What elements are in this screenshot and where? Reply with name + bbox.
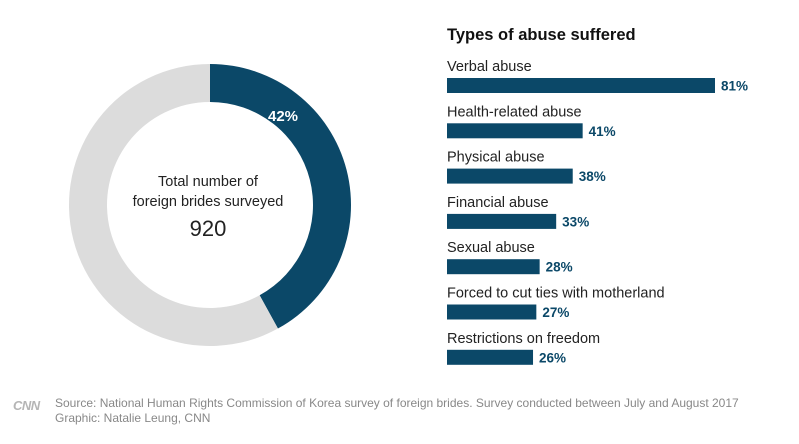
bar-value-label: 41% <box>589 124 616 139</box>
bar-value-label: 27% <box>542 305 569 320</box>
donut-center-value: 920 <box>189 216 227 241</box>
source-text: Source: National Human Rights Commission… <box>55 396 739 410</box>
bar <box>447 123 583 139</box>
bar-value-label: 38% <box>579 169 606 184</box>
credit-text: Graphic: Natalie Leung, CNN <box>55 411 211 425</box>
bar-chart-title: Types of abuse suffered <box>447 26 636 44</box>
bar <box>447 259 540 275</box>
bar-category-label: Forced to cut ties with motherland <box>447 286 665 302</box>
donut-slice-label: 42% <box>268 108 298 125</box>
bar-value-label: 26% <box>539 350 566 365</box>
bar <box>447 78 715 93</box>
bar-category-label: Financial abuse <box>447 195 549 211</box>
bar-value-label: 28% <box>546 260 573 275</box>
bar-category-label: Sexual abuse <box>447 240 535 256</box>
donut-slice-0 <box>210 64 351 329</box>
bar-value-label: 81% <box>721 79 748 94</box>
bar <box>447 213 557 229</box>
cnn-logo: CNN <box>13 398 40 413</box>
donut-center-label-line2: foreign brides surveyed <box>132 194 284 210</box>
bar-category-label: Health-related abuse <box>447 104 582 120</box>
bar <box>447 168 573 184</box>
bar-category-label: Verbal abuse <box>447 59 532 75</box>
bar <box>447 304 537 320</box>
bar-chart: Verbal abuse 81% Health-related abuse 41% Ph… <box>447 59 748 365</box>
donut-slice-1 <box>68 64 278 346</box>
donut-chart: 42% <box>68 64 351 346</box>
bar-value-label: 33% <box>562 214 589 229</box>
footer: Source: National Human Rights Commission… <box>55 396 739 426</box>
bar <box>447 349 534 365</box>
donut-center-label-line1: Total number of <box>158 174 258 190</box>
donut-center-label: Total number of foreign brides surveyed <box>108 172 308 212</box>
bar-category-label: Physical abuse <box>447 150 545 166</box>
bar-category-label: Restrictions on freedom <box>447 331 600 347</box>
